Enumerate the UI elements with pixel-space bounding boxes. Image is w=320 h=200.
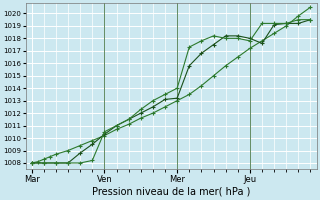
X-axis label: Pression niveau de la mer( hPa ): Pression niveau de la mer( hPa )	[92, 187, 250, 197]
